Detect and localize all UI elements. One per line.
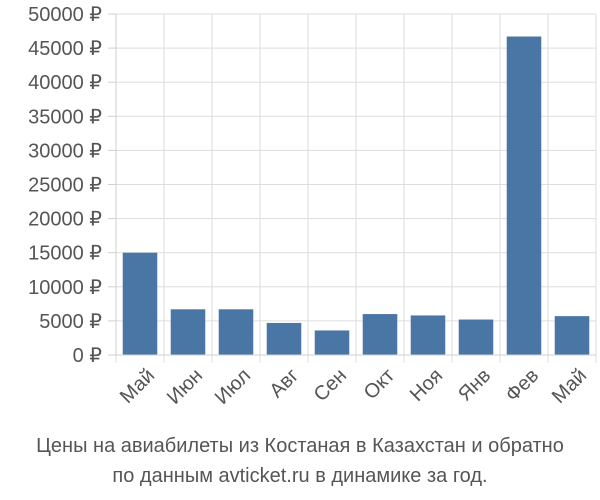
x-tick-label: Май: [116, 365, 159, 408]
bar: [362, 314, 398, 355]
x-tick-label: Сен: [310, 365, 351, 406]
caption-line-1: Цены на авиабилеты из Костаная в Казахст…: [36, 435, 564, 457]
y-tick-labels: 0 ₽ 5000 ₽ 10000 ₽ 15000 ₽ 20000 ₽ 25000 ₽ 300…: [28, 4, 102, 367]
x-tick-label: Янв: [454, 365, 495, 406]
x-tick-label: Май: [548, 365, 591, 408]
axes: [108, 13, 596, 356]
x-tick-label: Ноя: [406, 365, 447, 406]
y-tick-label: 10000 ₽: [28, 277, 102, 299]
bar: [314, 330, 350, 355]
y-tick-label: 20000 ₽: [28, 209, 102, 231]
bar: [554, 316, 590, 355]
y-tick-label: 0 ₽: [73, 345, 103, 367]
x-tick-label: Авг: [265, 365, 303, 403]
x-tick-label: Июн: [163, 365, 207, 409]
y-tick-label: 50000 ₽: [28, 4, 102, 26]
y-tick-label: 25000 ₽: [28, 175, 102, 197]
caption-line-2: по данным avticket.ru в динамике за год.: [112, 465, 487, 487]
bar: [170, 309, 206, 355]
x-tick-label: Фев: [501, 365, 543, 407]
bars: [122, 36, 590, 355]
x-tick-labels: Май Июн Июл Авг Сен Окт Ноя Янв Фев Май: [116, 365, 591, 409]
y-tick-label: 15000 ₽: [28, 243, 102, 265]
y-tick-label: 35000 ₽: [28, 106, 102, 128]
bar: [506, 36, 542, 355]
y-tick-label: 30000 ₽: [28, 140, 102, 162]
bar: [218, 309, 254, 355]
y-tick-label: 40000 ₽: [28, 72, 102, 94]
bar: [266, 322, 302, 355]
x-tick-label: Окт: [360, 365, 399, 404]
x-tick-label: Июл: [211, 365, 255, 409]
y-tick-label: 45000 ₽: [28, 38, 102, 60]
y-tick-label: 5000 ₽: [39, 311, 102, 333]
bar: [458, 319, 494, 355]
bar: [122, 252, 158, 355]
bar: [410, 315, 446, 355]
